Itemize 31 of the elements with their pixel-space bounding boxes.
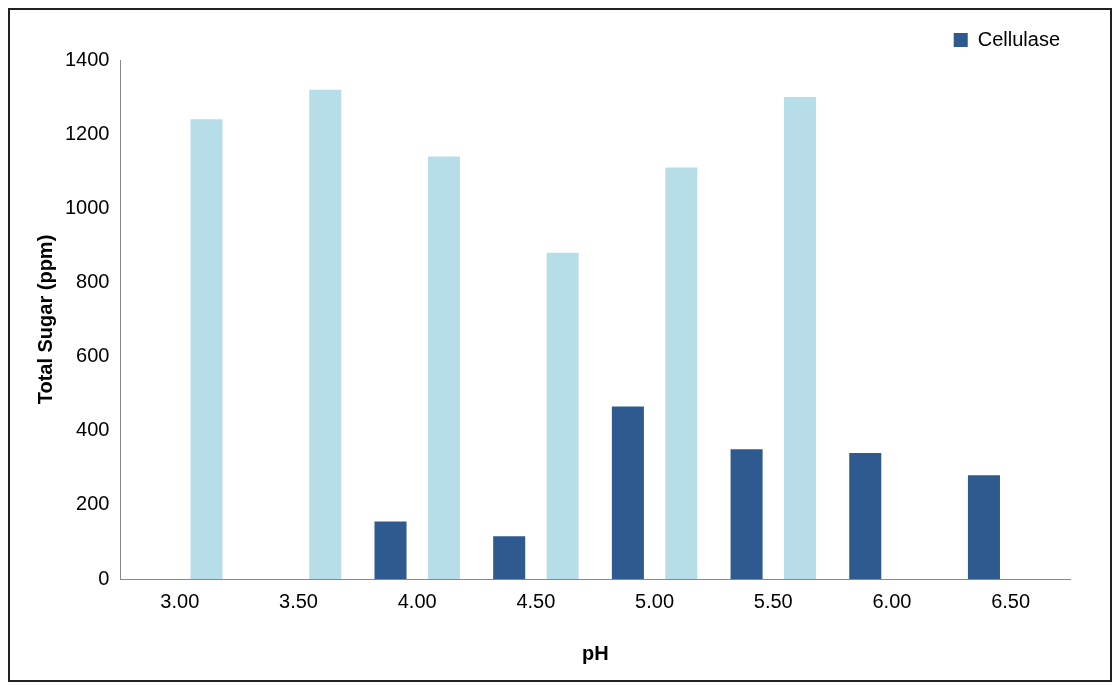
y-tick-label: 400 (76, 418, 110, 441)
y-tick-label: 1200 (64, 121, 110, 144)
bar (849, 452, 882, 579)
y-tick-label: 1000 (64, 195, 110, 218)
bar (374, 521, 407, 579)
y-tick-label: 0 (98, 566, 110, 589)
x-tick-label: 3.50 (279, 589, 318, 612)
bar (967, 475, 1000, 579)
legend-label: Cellulase (977, 27, 1060, 50)
bar (730, 449, 763, 579)
x-tick-label: 4.00 (397, 589, 437, 612)
x-tick-label: 4.50 (516, 589, 556, 612)
x-tick-label: 6.00 (872, 589, 912, 612)
bar (665, 167, 698, 579)
bar (427, 156, 460, 579)
x-tick-label: 3.00 (160, 589, 200, 612)
y-tick-label: 600 (76, 344, 110, 367)
bar (611, 406, 644, 579)
y-axis-title: Total Sugar (ppm) (33, 234, 56, 405)
y-tick-label: 200 (76, 492, 110, 515)
bar (493, 536, 526, 579)
bar (309, 89, 342, 579)
y-tick-label: 1400 (64, 47, 110, 70)
x-tick-label: 6.50 (991, 589, 1031, 612)
bar (783, 97, 817, 579)
y-tick-label: 800 (76, 269, 110, 292)
bar (190, 119, 223, 579)
x-tick-label: 5.50 (753, 589, 793, 612)
bar (546, 252, 579, 579)
x-axis-title: pH (581, 641, 609, 664)
x-tick-label: 5.00 (635, 589, 675, 612)
